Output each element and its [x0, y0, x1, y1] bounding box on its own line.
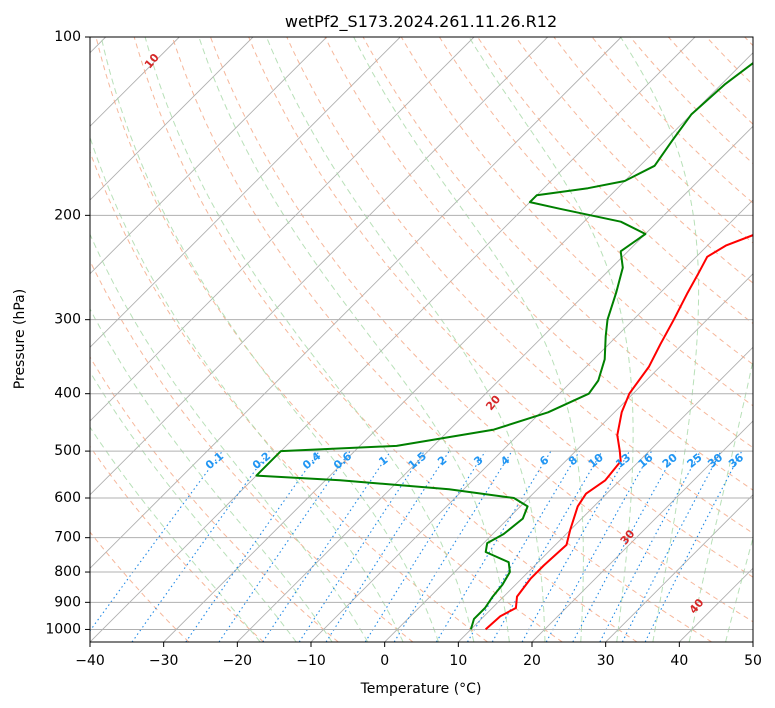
dry-adiabat-line	[90, 150, 488, 642]
plot-frame	[89, 36, 754, 643]
mixing-ratio-line	[298, 450, 425, 642]
moist-adiabat-line	[90, 370, 297, 642]
x-tick-label: 50	[744, 653, 762, 669]
dry-adiabat-line	[210, 37, 753, 623]
moist-adiabat-line	[90, 426, 261, 642]
isotherm-line	[163, 52, 753, 642]
x-tick-label: −40	[75, 653, 105, 669]
y-tick-label: 400	[54, 386, 81, 402]
y-tick-label: 800	[54, 564, 81, 580]
dry-adiabat-line	[248, 37, 753, 578]
isotherm-line	[605, 494, 753, 642]
x-tick-label: 10	[449, 653, 467, 669]
isotherm-line	[531, 420, 753, 642]
mixing-ratio-line	[435, 450, 552, 642]
moist-adiabat-line	[620, 37, 700, 642]
moist-adiabat-line	[198, 37, 510, 642]
x-axis: −40 −30 −20 −10 0 10 20 30 40 50	[75, 642, 762, 669]
dry-adiabat-line	[171, 37, 712, 642]
y-axis: 100 200 300 400 500 600 700 800 900 1000	[45, 29, 90, 637]
moist-adiabat-line	[725, 536, 753, 642]
moist-adiabat-line	[353, 37, 584, 642]
mixing-ratio-line	[364, 450, 486, 642]
mixing-ratio-line	[325, 450, 450, 642]
mixing-ratio-line	[599, 450, 701, 642]
mixing-ratio-line	[393, 450, 513, 642]
isotherm-line	[90, 37, 328, 275]
isotherm-line	[90, 37, 696, 642]
dry-adiabat-line	[95, 37, 563, 642]
x-tick-label: 30	[597, 653, 615, 669]
dry-adiabat-line	[438, 37, 753, 366]
background-lines	[90, 37, 753, 642]
moist-adiabat-line	[100, 37, 439, 642]
mixing-ratio-line	[262, 450, 392, 642]
isotherm-line	[457, 346, 753, 642]
chart-title: wetPf2_S173.2024.261.11.26.R12	[285, 12, 557, 32]
moist-adiabat-line	[266, 37, 546, 642]
moist-adiabat-line	[144, 37, 475, 642]
x-tick-label: −30	[149, 653, 179, 669]
isotherm-line	[90, 37, 622, 569]
x-tick-label: −20	[223, 653, 253, 669]
isotherm-line	[90, 37, 254, 201]
isotherm-line	[752, 641, 753, 642]
mixing-ratio-line	[185, 450, 320, 642]
mixing-ratio-line	[572, 450, 677, 642]
y-axis-label: Pressure (hPa)	[12, 289, 28, 389]
y-tick-label: 700	[54, 530, 81, 546]
moist-adiabat-line	[688, 358, 753, 642]
y-tick-label: 600	[54, 490, 81, 506]
temperature-profile-line	[484, 234, 753, 631]
mixing-ratio-line	[218, 450, 351, 642]
x-axis-label: Temperature (°C)	[360, 681, 482, 697]
profiles	[255, 61, 753, 631]
moist-adiabat-line	[90, 308, 333, 642]
y-tick-label: 200	[54, 207, 81, 223]
isotherm-line	[384, 273, 753, 642]
isotherm-line	[90, 37, 475, 422]
y-tick-label: 1000	[45, 621, 81, 637]
y-tick-label: 500	[54, 443, 81, 459]
x-tick-label: 40	[670, 653, 688, 669]
isotherm-line	[90, 37, 401, 348]
dry-adiabat-line	[90, 531, 190, 642]
y-tick-label: 300	[54, 312, 81, 328]
dry-adiabat-line	[286, 37, 753, 534]
moist-adiabat-line	[90, 135, 404, 642]
pressure-gridlines	[90, 37, 753, 630]
mixing-ratio-line	[467, 450, 580, 642]
x-tick-label: 0	[380, 653, 389, 669]
y-tick-label: 100	[54, 29, 81, 45]
dry-adiabat-line	[90, 259, 414, 642]
plot-background	[90, 37, 753, 642]
dry-adiabat-line	[400, 37, 753, 407]
isotherm-line	[90, 37, 549, 496]
dewpoint-profile-line	[255, 61, 753, 630]
x-tick-label: −10	[296, 653, 326, 669]
y-tick-label: 900	[54, 594, 81, 610]
isotherm-line	[236, 125, 753, 642]
dry-adiabat-line	[515, 37, 753, 284]
moist-adiabat-line	[90, 233, 369, 642]
x-tick-label: 20	[523, 653, 541, 669]
dry-adiabat-line	[90, 445, 264, 642]
